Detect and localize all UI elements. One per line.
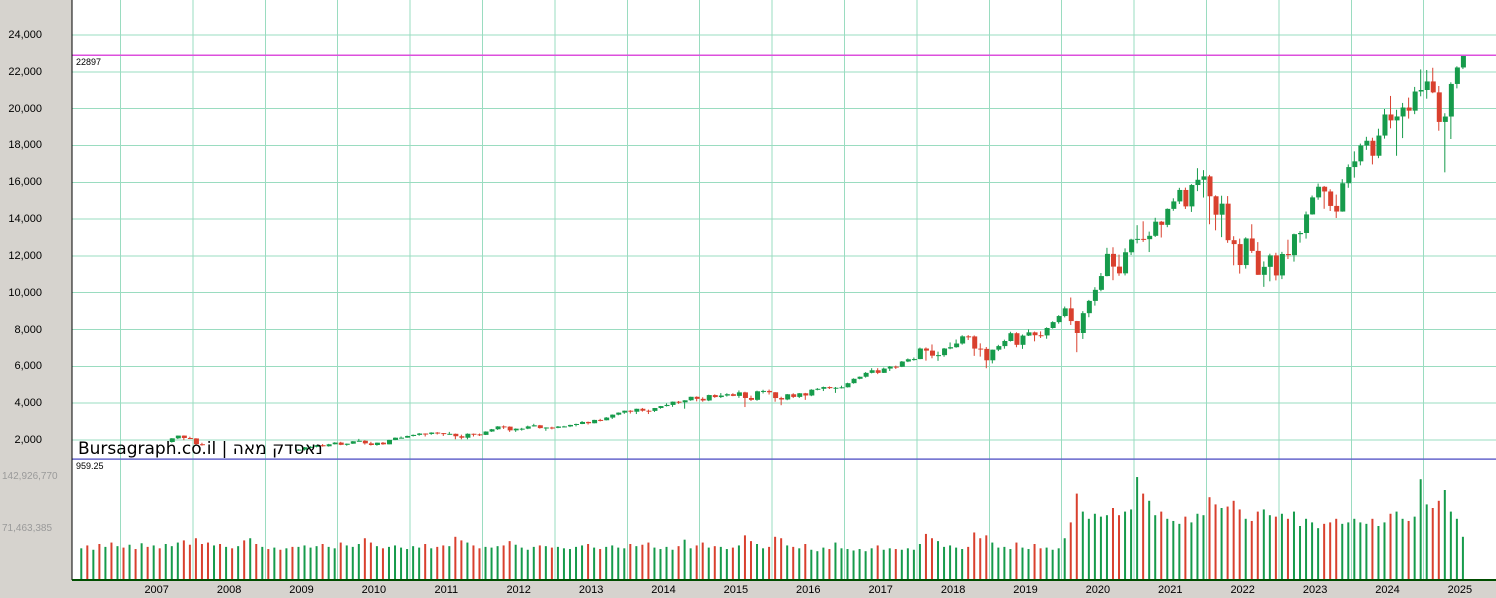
price-tick-label: 10,000 [8, 286, 42, 299]
year-label: 2012 [506, 584, 531, 596]
price-tick-label: 16,000 [8, 176, 42, 189]
volume-tick-label: 71,463,385 [2, 522, 53, 534]
year-label: 2020 [1085, 584, 1111, 596]
year-label: 2018 [940, 584, 966, 596]
price-tick-label: 24,000 [8, 29, 42, 41]
watermark: Bursagraph.co.il | נאסדק מאה [78, 439, 323, 459]
price-tick-label: 2,000 [14, 434, 42, 446]
year-label: 2017 [868, 584, 893, 596]
year-label: 2022 [1230, 584, 1255, 596]
year-label: 2023 [1302, 584, 1328, 596]
price-tick-label: 4,000 [14, 397, 42, 410]
price-tick-label: 18,000 [8, 139, 42, 152]
year-label: 2011 [434, 584, 459, 596]
volume-tick-label: 142,926,770 [2, 471, 58, 483]
base-value-line-label: 959.25 [76, 461, 104, 472]
year-label: 2021 [1158, 584, 1183, 596]
price-tick-label: 6,000 [14, 360, 42, 373]
year-label: 2009 [289, 584, 314, 596]
price-tick-label: 12,000 [8, 249, 42, 262]
year-label: 2025 [1447, 584, 1473, 596]
price-tick-label: 8,000 [14, 323, 42, 336]
year-label: 2008 [216, 584, 242, 596]
year-label: 2024 [1375, 584, 1400, 596]
year-label: 2015 [723, 584, 749, 596]
price-tick-label: 22,000 [8, 65, 42, 78]
year-label: 2019 [1013, 584, 1038, 596]
year-label: 2016 [796, 584, 821, 596]
year-label: 2014 [651, 584, 676, 596]
current-price-line-label: 22897 [76, 57, 102, 68]
year-label: 2007 [144, 584, 169, 596]
price-tick-label: 20,000 [8, 102, 42, 115]
year-label: 2013 [578, 584, 604, 596]
year-label: 2010 [361, 584, 387, 596]
price-tick-label: 14,000 [8, 213, 42, 226]
